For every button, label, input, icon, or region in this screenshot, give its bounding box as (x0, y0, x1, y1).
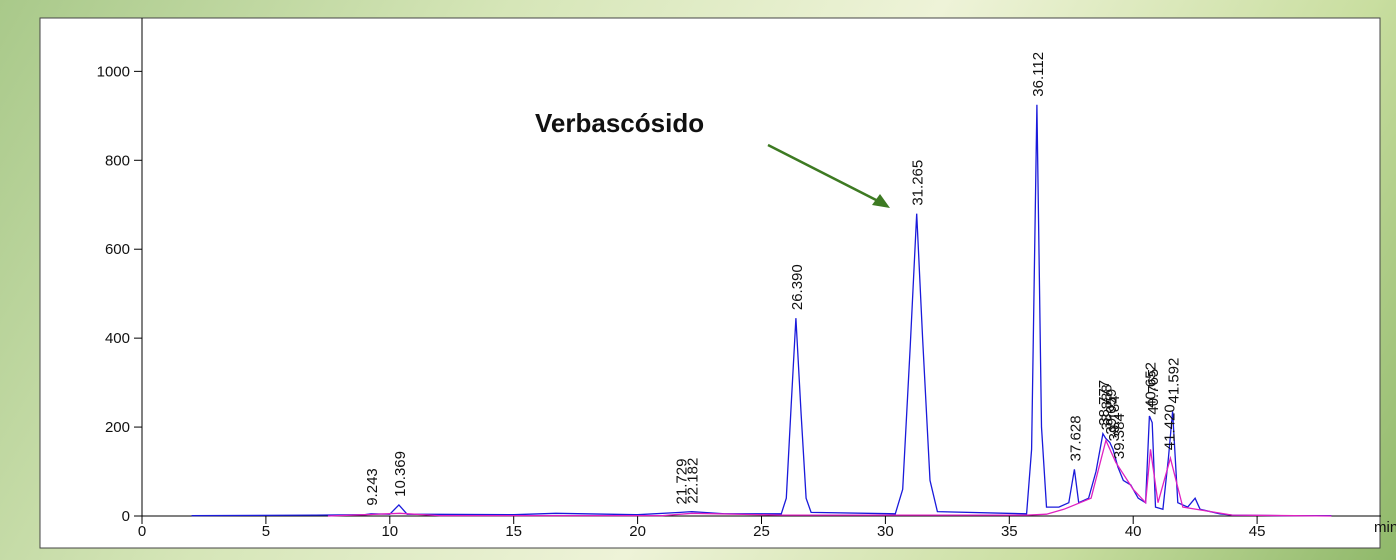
peak-label: 22.182 (685, 458, 702, 504)
x-tick-label: 10 (381, 523, 398, 540)
peak-label: 41.420 (1161, 404, 1178, 450)
annotation: Verbascósido (535, 108, 704, 138)
y-tick-label: 1000 (97, 63, 130, 80)
peak-label: 39.384 (1111, 413, 1128, 459)
y-tick-label: 0 (122, 508, 130, 525)
y-tick-label: 600 (105, 241, 130, 258)
page: {"chart_data": {"type": "line", "xlabel"… (0, 0, 1396, 560)
y-tick-label: 800 (105, 152, 130, 169)
peak-label: 10.369 (392, 451, 409, 497)
x-tick-label: 45 (1249, 523, 1266, 540)
x-tick-label: 5 (262, 523, 270, 540)
x-tick-label: 20 (629, 523, 646, 540)
x-tick-label: 40 (1125, 523, 1142, 540)
x-tick-label: 0 (138, 523, 146, 540)
peak-label: 37.628 (1067, 415, 1084, 461)
x-tick-label: 35 (1001, 523, 1018, 540)
x-tick-label: 25 (753, 523, 770, 540)
x-tick-label: 30 (877, 523, 894, 540)
plot-panel (40, 18, 1380, 548)
peak-label: 36.112 (1030, 52, 1047, 97)
peak-label: 26.390 (789, 264, 806, 310)
y-tick-label: 200 (105, 419, 130, 436)
x-tick-label: 15 (505, 523, 522, 540)
peak-label: 31.265 (910, 160, 927, 206)
peak-label: 40.765 (1145, 369, 1162, 415)
chart: 0 200 400 600 800 1000 0 5 10 15 20 25 30 35 40 45 9.243… (0, 0, 1396, 560)
peak-label: 9.243 (364, 468, 381, 506)
x-axis-label: min (1374, 519, 1396, 536)
y-tick-label: 400 (105, 330, 130, 347)
peak-label: 41.592 (1166, 358, 1183, 404)
